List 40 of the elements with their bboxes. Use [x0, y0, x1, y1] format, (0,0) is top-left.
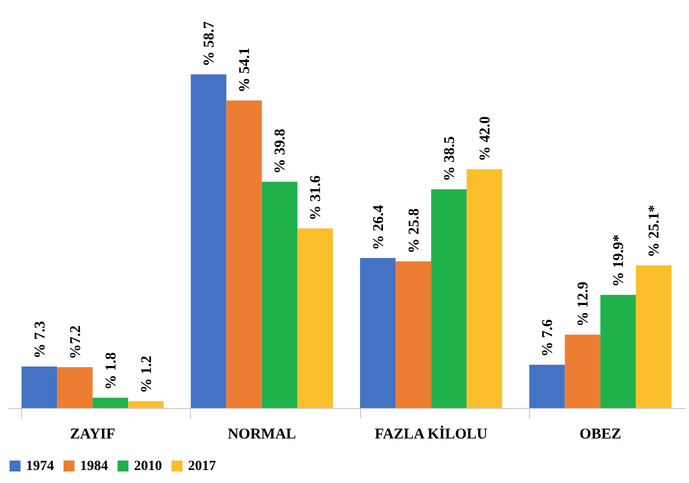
bar — [262, 182, 298, 408]
bar — [297, 228, 333, 408]
bar — [128, 401, 164, 408]
bar — [529, 364, 565, 408]
data-label: % 58.7 — [202, 20, 218, 66]
bar — [190, 74, 226, 408]
data-label: % 7.3 — [32, 321, 48, 359]
bar — [431, 189, 467, 408]
bar — [92, 398, 128, 408]
data-label: % 39.8 — [272, 128, 289, 174]
bar — [226, 100, 262, 408]
data-label: %7.2 — [68, 325, 84, 360]
x-tick-label: OBEZ — [580, 426, 622, 442]
bar — [600, 294, 636, 408]
x-tick-label: NORMAL — [228, 426, 296, 442]
x-tick-label: ZAYIF — [70, 426, 116, 442]
bar — [564, 334, 600, 408]
data-label: % 26.4 — [370, 204, 387, 250]
data-label: % 1.2 — [138, 356, 155, 394]
legend-label: 1974 — [26, 459, 54, 474]
bar — [360, 258, 396, 408]
bar — [466, 169, 502, 408]
legend-label: 2010 — [134, 459, 162, 474]
data-label: % 12.9 — [576, 282, 592, 327]
bar — [22, 366, 58, 408]
legend-label: 1984 — [80, 459, 108, 474]
data-label: % 19.9* — [611, 234, 628, 287]
bar — [57, 367, 93, 408]
data-label: % 38.5 — [442, 136, 458, 182]
data-label: % 25.8 — [406, 208, 422, 254]
data-label: % 54.1 — [237, 48, 254, 93]
data-label: % 42.0 — [477, 116, 494, 162]
data-label: % 1.8 — [103, 352, 120, 390]
data-label: % 25.1* — [646, 204, 663, 258]
x-tick-label: FAZLA KİLOLU — [374, 426, 488, 442]
legend-label: 2017 — [188, 459, 216, 474]
bar — [636, 265, 672, 408]
data-label: % 31.6 — [308, 174, 324, 220]
data-label: % 7.6 — [540, 318, 556, 357]
bar — [396, 261, 432, 408]
